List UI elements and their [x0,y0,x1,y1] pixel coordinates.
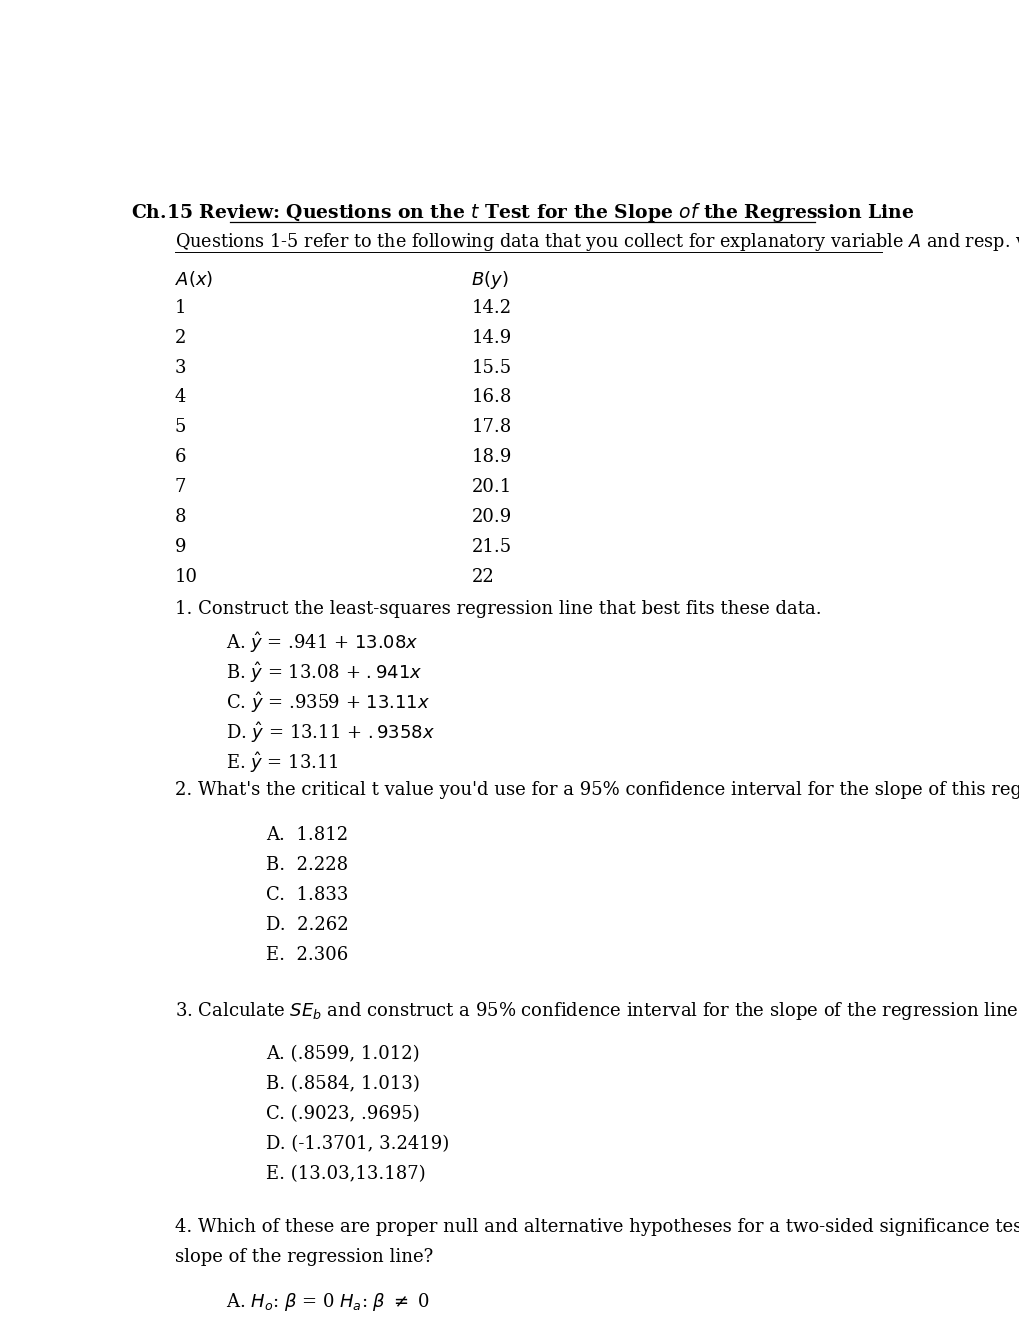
Text: 5: 5 [175,418,186,437]
Text: 20.9: 20.9 [471,508,512,527]
Text: 20.1: 20.1 [471,478,512,496]
Text: 14.2: 14.2 [471,298,511,317]
Text: E. $\hat{y}$ = 13.11: E. $\hat{y}$ = 13.11 [226,750,338,775]
Text: 21.5: 21.5 [471,539,511,557]
Text: B. (.8584, 1.013): B. (.8584, 1.013) [266,1074,419,1093]
Text: 2. What's the critical t value you'd use for a 95% confidence interval for the s: 2. What's the critical t value you'd use… [175,781,1019,800]
Text: Questions 1-5 refer to the following data that you collect for explanatory varia: Questions 1-5 refer to the following dat… [175,231,1019,253]
Text: E. (13.03,13.187): E. (13.03,13.187) [266,1166,425,1183]
Text: 17.8: 17.8 [471,418,512,437]
Text: Ch.15 Review: Questions on the $t$ Test for the Slope $of$ the Regression Line: Ch.15 Review: Questions on the $t$ Test … [131,201,913,224]
Text: 6: 6 [175,449,186,466]
Text: 1: 1 [175,298,186,317]
Text: A. (.8599, 1.012): A. (.8599, 1.012) [266,1045,419,1063]
Text: 7: 7 [175,478,186,496]
Text: B. $\hat{y}$ = 13.08 + $.941x$: B. $\hat{y}$ = 13.08 + $.941x$ [226,660,422,685]
Text: 3: 3 [175,359,186,376]
Text: 4: 4 [175,388,186,407]
Text: A. $H_o$: $\beta$ = 0 $H_a$: $\beta$ $\neq$ 0: A. $H_o$: $\beta$ = 0 $H_a$: $\beta$ $\n… [226,1291,430,1313]
Text: C. $\hat{y}$ = .9359 + $13.11x$: C. $\hat{y}$ = .9359 + $13.11x$ [226,690,430,714]
Text: $A(x)$: $A(x)$ [175,268,213,289]
Text: 10: 10 [175,569,198,586]
Text: 15.5: 15.5 [471,359,511,376]
Text: D.  2.262: D. 2.262 [266,916,348,935]
Text: C.  1.833: C. 1.833 [266,886,347,904]
Text: 4. Which of these are proper null and alternative hypotheses for a two-sided sig: 4. Which of these are proper null and al… [175,1217,1019,1236]
Text: 2: 2 [175,329,186,347]
Text: E.  2.306: E. 2.306 [266,946,347,964]
Text: 9: 9 [175,539,186,557]
Text: C. (.9023, .9695): C. (.9023, .9695) [266,1105,419,1123]
Text: A. $\hat{y}$ = .941 + $13.08x$: A. $\hat{y}$ = .941 + $13.08x$ [226,630,419,655]
Text: 14.9: 14.9 [471,329,512,347]
Text: B.  2.228: B. 2.228 [266,857,347,874]
Text: 18.9: 18.9 [471,449,512,466]
Text: D. (-1.3701, 3.2419): D. (-1.3701, 3.2419) [266,1135,448,1154]
Text: 1. Construct the least-squares regression line that best fits these data.: 1. Construct the least-squares regressio… [175,599,820,618]
Text: 8: 8 [175,508,186,527]
Text: 3. Calculate $SE_b$ and construct a 95% confidence interval for the slope of the: 3. Calculate $SE_b$ and construct a 95% … [175,1001,1019,1022]
Text: 22: 22 [471,569,493,586]
Text: slope of the regression line?: slope of the regression line? [175,1247,433,1266]
Text: A.  1.812: A. 1.812 [266,826,347,845]
Text: 16.8: 16.8 [471,388,512,407]
Text: $B(y)$: $B(y)$ [471,268,508,290]
Text: D. $\hat{y}$ = 13.11 + $.9358x$: D. $\hat{y}$ = 13.11 + $.9358x$ [226,719,435,744]
